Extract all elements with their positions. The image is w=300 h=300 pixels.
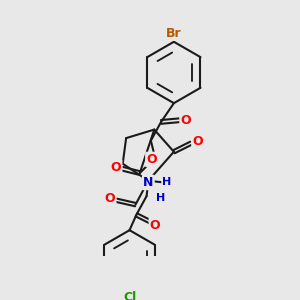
Text: H: H — [156, 193, 165, 203]
Text: Cl: Cl — [123, 291, 136, 300]
Text: H: H — [162, 177, 172, 188]
Text: O: O — [192, 135, 203, 148]
Text: O: O — [150, 219, 160, 232]
Text: O: O — [181, 114, 191, 127]
Text: O: O — [105, 192, 115, 205]
Text: N: N — [143, 176, 154, 189]
Text: Br: Br — [166, 27, 182, 40]
Text: O: O — [146, 153, 157, 166]
Text: O: O — [111, 160, 121, 174]
